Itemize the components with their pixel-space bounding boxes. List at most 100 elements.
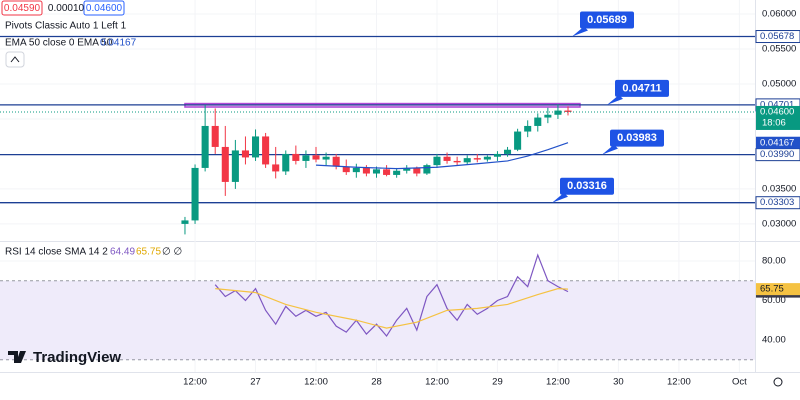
candle-body [554,110,562,115]
y-tick-label: 0.03000 [762,218,796,229]
candle-body [514,131,522,150]
series-line [214,253,569,338]
ema-label: 0.04167 [760,137,794,148]
collapse-icon [10,56,20,63]
callout-arrow [602,144,618,155]
candle-body [241,150,249,158]
candle-body [322,156,330,160]
x-tick-label: 27 [250,377,261,388]
pivot-label-box [755,30,800,44]
candle-body [443,156,451,161]
ema-line [315,142,569,170]
y-tick-label: 0.06000 [762,9,796,20]
candle-body [211,125,219,147]
candle-body [352,167,360,173]
callout: 0.03316 [567,180,607,192]
pivots-legend: Pivots Classic Auto 1 Left 1 [5,21,127,32]
callout-box [615,79,669,97]
x-tick-label: 12:00 [425,377,449,388]
callout-box [580,11,634,29]
candle-body [403,167,411,171]
candle-body [534,117,542,126]
candle-body [292,153,300,161]
callout: 0.04711 [622,82,661,94]
candle-body [332,156,340,167]
candle-body [181,220,189,224]
candle-body [362,167,370,174]
spread: 0.00010 [48,3,85,14]
candle-body [433,156,441,166]
countdown: 18:06 [762,117,786,128]
y-tick-label: 0.05500 [762,43,796,54]
candle-body [372,169,381,174]
candle-body [282,153,290,172]
candle-body [302,155,310,161]
rsi-band [0,280,755,360]
collapse-button[interactable] [5,51,25,68]
y-tick-label: 40.00 [762,334,786,345]
pivot-label: 0.03303 [760,197,794,208]
x-tick-label: 12:00 [667,377,691,388]
last-price-box [756,105,800,130]
bid-box[interactable] [1,0,43,16]
y-tick-label: 80.00 [762,255,786,266]
callout-arrow [572,26,588,37]
callout-box [610,129,664,147]
y-tick-label: 0.05000 [762,78,796,89]
pivot-label-box [755,196,800,210]
callout-arrow [607,94,623,105]
candle-body [544,114,552,118]
logo: TradingView [33,349,121,366]
candle-body [312,155,320,160]
candle-body [342,166,350,173]
x-tick-label: 28 [371,377,382,388]
rsi-legend: RSI 14 close SMA 14 2 [5,247,108,258]
pivot-label: 0.04701 [760,99,794,110]
candle-body [423,165,431,174]
candle-body [524,125,532,132]
rsi-legend-value: 64.49 [110,247,135,258]
x-tick-label: 12:00 [183,377,207,388]
x-tick-label: 12:00 [546,377,570,388]
candle-body [201,125,209,168]
callout-arrow [552,192,568,203]
callout-box [560,177,614,195]
rsi-sma-legend-value: 65.75 [136,247,161,258]
candle-body [504,149,512,154]
candle-body [473,158,481,160]
x-tick-label: Oct [732,377,747,388]
rsi-extra: ∅ ∅ [162,247,182,258]
candle-body [221,146,229,182]
bid: 0.04590 [4,3,41,14]
candle-body [483,156,491,160]
callout: 0.03983 [617,132,657,144]
ask-box[interactable] [83,0,125,16]
candle-body [252,136,260,158]
candle-body [262,136,270,165]
ema-legend-value: 0.04167 [100,38,137,49]
series-line [215,288,569,329]
candle-body [493,153,501,157]
ema-legend: EMA 50 close 0 EMA 50 [5,38,113,49]
last-price: 0.04600 [760,106,794,117]
candle-body [231,150,239,182]
marks: 12:00 27 12:00 28 12:00 29 12:00 30 12:00 Oct 0.06… [0,0,800,388]
x-tick-label: 30 [613,377,624,388]
candle-body [383,169,391,175]
x-tick-label: 12:00 [304,377,328,388]
candle-body [453,160,461,163]
x-tick-label: 29 [492,377,503,388]
candle-body [191,167,199,221]
candle-body [272,164,280,172]
candle-body [564,110,572,112]
candle-body [393,170,401,175]
logo-icon [8,351,26,363]
candle-body [413,167,421,174]
series-last-label-box [756,283,800,296]
callout: 0.05689 [587,14,627,26]
settings-icon[interactable] [773,377,783,387]
candle-body [463,158,471,163]
ema-label-box [756,136,800,149]
y-tick-label: 60.00 [762,295,786,306]
pivot-label: 0.03990 [760,149,794,160]
